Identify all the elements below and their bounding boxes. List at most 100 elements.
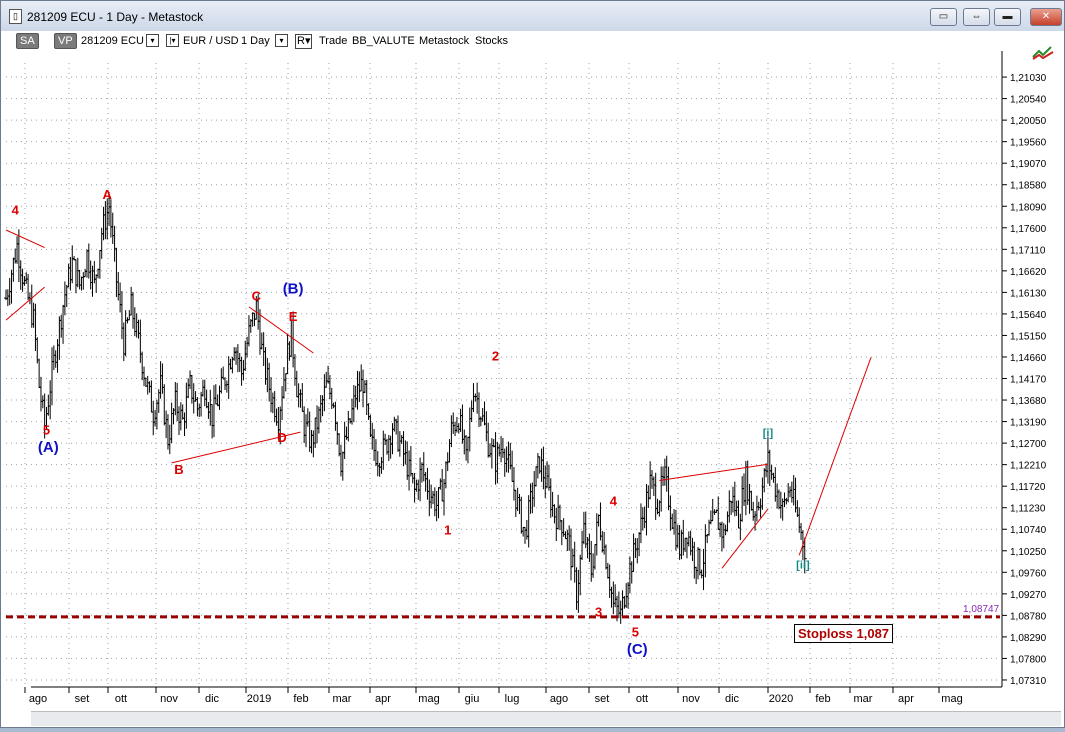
wave-label: [ii]	[796, 559, 810, 571]
wave-label: C	[252, 288, 262, 303]
symbol-dropdown-icon[interactable]: ▾	[146, 34, 159, 47]
x-tick-label: 2020	[769, 693, 793, 705]
y-tick-label: 1,19560	[1010, 138, 1047, 149]
x-tick-label: set	[75, 693, 90, 705]
wave-label: A	[103, 187, 113, 202]
wave-label: 2	[492, 348, 499, 363]
period-label: 1 Day	[241, 35, 270, 47]
x-tick-label: set	[595, 693, 610, 705]
trendline	[721, 508, 769, 569]
chart-indicator-icon[interactable]	[1031, 43, 1055, 61]
y-tick-label: 1,07310	[1010, 676, 1047, 687]
wave-label: E	[289, 309, 298, 324]
pair-menu-icon[interactable]: |▾	[166, 34, 179, 47]
x-tick-label: feb	[293, 693, 308, 705]
x-tick-label: apr	[898, 693, 914, 705]
y-tick-label: 1,12700	[1010, 439, 1047, 450]
x-tick-label: mag	[418, 693, 439, 705]
trendline	[248, 306, 314, 354]
minimize-icon[interactable]: ▬	[994, 8, 1021, 26]
y-tick-label: 1,12210	[1010, 461, 1047, 472]
type-label: Stocks	[475, 35, 509, 47]
pair-label: EUR / USD	[183, 35, 239, 47]
trendline	[171, 431, 301, 464]
x-tick-label: ott	[636, 693, 648, 705]
horizontal-scrollbar[interactable]	[31, 711, 1061, 726]
x-tick-label: lug	[505, 693, 520, 705]
y-tick-label: 1,21030	[1010, 73, 1047, 84]
x-tick-label: dic	[725, 693, 740, 705]
trendline	[5, 286, 45, 321]
close-icon[interactable]: ✕	[1030, 8, 1062, 26]
wave-label: 3	[595, 605, 602, 620]
title-bar[interactable]: ▯ 281209 ECU - 1 Day - Metastock ▭ ⇔ ▬	[1, 1, 1064, 31]
trade-label: Trade	[319, 35, 348, 47]
y-tick-label: 1,11230	[1010, 504, 1046, 515]
y-tick-label: 1,08290	[1010, 633, 1047, 644]
period-dropdown-icon[interactable]: ▾	[275, 34, 288, 47]
r-button[interactable]: R▾	[295, 34, 313, 49]
wave-label: (A)	[38, 439, 59, 456]
x-tick-label: feb	[815, 693, 830, 705]
trendline	[798, 357, 872, 556]
wave-label: 5	[43, 422, 50, 437]
wave-label: [i]	[763, 428, 774, 440]
x-tick-label: giu	[465, 693, 480, 705]
wave-label: 1	[444, 523, 451, 538]
x-tick-label: mar	[854, 693, 873, 705]
price-chart[interactable]: 1,21030 1,20540 1,20050 1,19560 1,19070 1,185…	[1, 46, 1064, 727]
x-tick-label: apr	[375, 693, 391, 705]
chart-svg: 1,21030 1,20540 1,20050 1,19560 1,19070 1,185…	[4, 51, 1047, 705]
y-tick-label: 1,14170	[1010, 375, 1047, 386]
trendline	[659, 463, 769, 481]
x-tick-label: 2019	[247, 693, 271, 705]
symbol-label: 281209 ECU	[81, 35, 144, 47]
y-tick-label: 1,09270	[1010, 590, 1047, 601]
stoploss-label: Stoploss 1,087	[794, 624, 894, 643]
y-tick-label: 1,09760	[1010, 568, 1047, 579]
vp-button[interactable]: VP	[54, 33, 77, 49]
y-tick-label: 1,20540	[1010, 95, 1047, 106]
wave-label: (C)	[627, 641, 648, 658]
y-tick-label: 1,15150	[1010, 331, 1047, 342]
y-tick-label: 1,18090	[1010, 202, 1047, 213]
settings-icon[interactable]: ▭	[930, 8, 957, 26]
source-label: Metastock	[419, 35, 470, 47]
value-label: BB_VALUTE	[352, 35, 415, 47]
trendline	[5, 229, 45, 249]
y-tick-label: 1,14660	[1010, 353, 1047, 364]
x-tick-label: ott	[115, 693, 127, 705]
y-tick-label: 1,15640	[1010, 310, 1047, 321]
restore-icon[interactable]: ⇔	[963, 8, 990, 26]
wave-label: 5	[632, 624, 639, 639]
y-tick-label: 1,08780	[1010, 611, 1047, 622]
x-tick-label: nov	[160, 693, 178, 705]
y-tick-label: 1,17110	[1010, 245, 1046, 256]
y-tick-label: 1,11720	[1010, 482, 1046, 493]
y-tick-label: 1,17600	[1010, 224, 1047, 235]
x-tick-label: mar	[333, 693, 352, 705]
x-tick-label: mag	[941, 693, 962, 705]
y-tick-label: 1,13190	[1010, 418, 1047, 429]
wave-label: 4	[12, 203, 20, 218]
x-tick-label: ago	[29, 693, 47, 705]
x-tick-label: nov	[682, 693, 700, 705]
y-tick-label: 1,07800	[1010, 654, 1047, 665]
window-title: 281209 ECU - 1 Day - Metastock	[27, 10, 204, 24]
y-tick-label: 1,19070	[1010, 159, 1047, 170]
stoploss-value-label: 1,08747	[963, 604, 1000, 615]
document-icon: ▯	[9, 9, 22, 24]
sa-button[interactable]: SA	[16, 33, 39, 49]
y-tick-label: 1,10250	[1010, 547, 1047, 558]
y-tick-label: 1,13680	[1010, 396, 1047, 407]
wave-label: D	[277, 430, 286, 445]
y-tick-label: 1,20050	[1010, 116, 1047, 127]
wave-label: (B)	[283, 281, 304, 298]
wave-label: 4	[610, 494, 618, 509]
x-tick-label: dic	[205, 693, 220, 705]
y-tick-label: 1,16130	[1010, 288, 1047, 299]
chart-toolbar: SA VP 281209 ECU ▾ |▾ EUR / USD 1 Day ▾ …	[1, 31, 1064, 51]
wave-label: B	[174, 462, 183, 477]
x-tick-label: ago	[550, 693, 568, 705]
y-tick-label: 1,10740	[1010, 525, 1047, 536]
